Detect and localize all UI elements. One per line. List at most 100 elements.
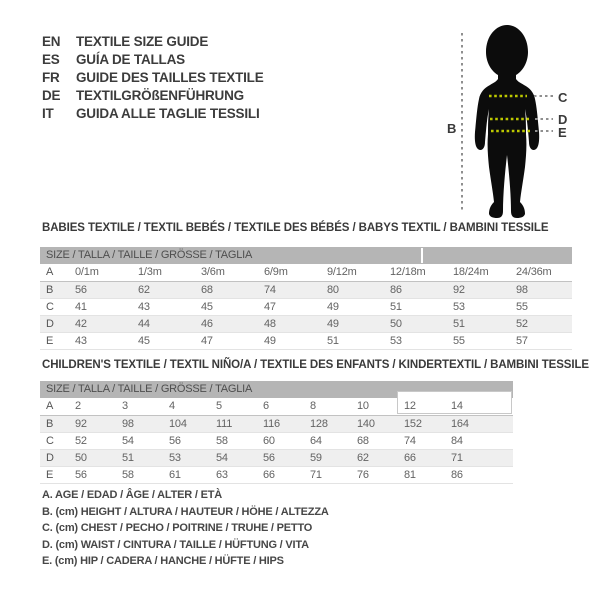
size-cell: 81	[404, 469, 416, 481]
row-values: 56 62 68 74 80 86 92	[68, 282, 572, 298]
size-cell: 2	[75, 400, 81, 412]
language-row: IT GUIDA ALLE TAGLIE TESSILI	[42, 105, 264, 123]
size-cell: 53	[453, 301, 465, 313]
size-cell: 51	[122, 452, 134, 464]
row-values: 2 3 4 5 6 8 10	[68, 398, 491, 415]
size-cell: 164	[451, 418, 469, 430]
size-cell: 62	[138, 284, 150, 296]
size-cell: 10	[357, 400, 369, 412]
language-title: TEXTILGRÖßENFÜHRUNG	[76, 88, 244, 103]
size-cell: 80	[327, 284, 339, 296]
language-title: GUIDA ALLE TAGLIE TESSILI	[76, 106, 260, 121]
size-cell: 56	[169, 435, 181, 447]
language-code: FR	[42, 70, 60, 85]
size-cell: 58	[216, 435, 228, 447]
child-silhouette-icon	[461, 25, 553, 218]
row-values: 43 45 47 49 51 53 55	[68, 333, 572, 349]
size-cell: 49	[264, 335, 276, 347]
row-values: 52 54 56 58 60 64 68	[68, 433, 491, 449]
size-cell: 116	[263, 418, 280, 430]
language-row: ES GUÍA DE TALLAS	[42, 51, 264, 69]
size-cell: 12/18m	[390, 266, 426, 278]
legend-line: D. (cm) WAIST / CINTURA / TAILLE / HÜFTU…	[42, 538, 309, 551]
size-cell: 71	[451, 452, 463, 464]
table-row: B 92 98 104 111 116	[40, 416, 513, 433]
size-cell: 6	[263, 400, 269, 412]
size-cell: 64	[310, 435, 322, 447]
size-cell: 50	[390, 318, 402, 330]
language-code: ES	[42, 52, 60, 67]
label-height-b: B	[447, 121, 457, 136]
size-cell: 44	[138, 318, 150, 330]
size-cell: 57	[516, 335, 528, 347]
row-values: 41 43 45 47 49 51 53	[68, 299, 572, 315]
table-row: A 0/1m 1/3m 3/6m 6/9m 9/12m	[40, 264, 572, 282]
size-cell: 52	[75, 435, 87, 447]
size-cell: 54	[216, 452, 228, 464]
babies-size-table: SIZE / TALLA / TAILLE / GRÖSSE / TAGLIA …	[40, 247, 572, 350]
size-cell: 42	[75, 318, 87, 330]
babies-table-header: SIZE / TALLA / TAILLE / GRÖSSE / TAGLIA	[40, 247, 572, 264]
language-title: GUÍA DE TALLAS	[76, 52, 185, 67]
language-title-list: EN TEXTILE SIZE GUIDE ES GUÍA DE TALLAS …	[42, 33, 264, 123]
size-cell: 50	[75, 452, 87, 464]
size-cell: 53	[169, 452, 181, 464]
size-cell: 86	[390, 284, 402, 296]
size-cell: 0/1m	[75, 266, 99, 278]
children-table-title: CHILDREN'S TEXTILE / TEXTIL NIÑO/A / TEX…	[42, 359, 589, 371]
row-letter: C	[46, 301, 54, 313]
size-cell: 55	[516, 301, 528, 313]
row-letter: E	[46, 469, 54, 481]
size-cell: 8	[310, 400, 316, 412]
row-values: 0/1m 1/3m 3/6m 6/9m 9/12m 12/18m 18/24	[68, 264, 572, 281]
size-cell: 86	[451, 469, 463, 481]
language-row: FR GUIDE DES TAILLES TEXTILE	[42, 69, 264, 87]
size-cell: 62	[357, 452, 369, 464]
size-cell: 12	[404, 400, 416, 412]
size-cell: 58	[122, 469, 134, 481]
table-row: C 52 54 56 58 60	[40, 433, 513, 450]
label-chest-c: C	[558, 90, 568, 105]
legend-line: E. (cm) HIP / CADERA / HANCHE / HÜFTE / …	[42, 555, 284, 568]
size-cell: 55	[453, 335, 465, 347]
size-cell: 128	[310, 418, 328, 430]
legend-line: A. AGE / EDAD / ÂGE / ALTER / ETÀ	[42, 489, 223, 501]
size-cell: 140	[357, 418, 375, 430]
row-letter: A	[46, 400, 54, 412]
size-cell: 92	[75, 418, 87, 430]
language-code: EN	[42, 34, 61, 49]
table-row: E 43 45 47 49 51	[40, 333, 572, 350]
size-cell: 98	[516, 284, 528, 296]
row-letter: C	[46, 435, 54, 447]
row-letter: E	[46, 335, 54, 347]
row-letter: D	[46, 452, 54, 464]
children-table-body: A 2 3 4 5 6 8	[40, 398, 513, 484]
size-cell: 49	[327, 301, 339, 313]
language-row: DE TEXTILGRÖßENFÜHRUNG	[42, 87, 264, 105]
size-cell: 9/12m	[327, 266, 357, 278]
babies-table-body: A 0/1m 1/3m 3/6m 6/9m 9/12m	[40, 264, 572, 350]
children-size-table: SIZE / TALLA / TAILLE / GRÖSSE / TAGLIA …	[40, 381, 513, 484]
size-cell: 51	[327, 335, 339, 347]
selection-tick-artifact	[421, 248, 423, 263]
size-cell: 68	[201, 284, 213, 296]
selection-box-artifact	[397, 391, 512, 414]
table-row: A 2 3 4 5 6 8	[40, 398, 513, 416]
measurement-figure: B C D E	[440, 15, 590, 230]
size-cell: 54	[122, 435, 134, 447]
size-cell: 56	[75, 284, 87, 296]
size-cell: 51	[453, 318, 465, 330]
size-cell: 66	[404, 452, 416, 464]
label-waist-d: D	[558, 112, 568, 127]
size-cell: 49	[327, 318, 339, 330]
size-cell: 61	[169, 469, 181, 481]
table-row: B 56 62 68 74 80	[40, 282, 572, 299]
table-row: C 41 43 45 47 49	[40, 299, 572, 316]
size-cell: 98	[122, 418, 134, 430]
size-cell: 46	[201, 318, 213, 330]
row-letter: A	[46, 266, 54, 278]
size-cell: 59	[310, 452, 322, 464]
size-cell: 47	[264, 301, 276, 313]
size-cell: 52	[516, 318, 528, 330]
